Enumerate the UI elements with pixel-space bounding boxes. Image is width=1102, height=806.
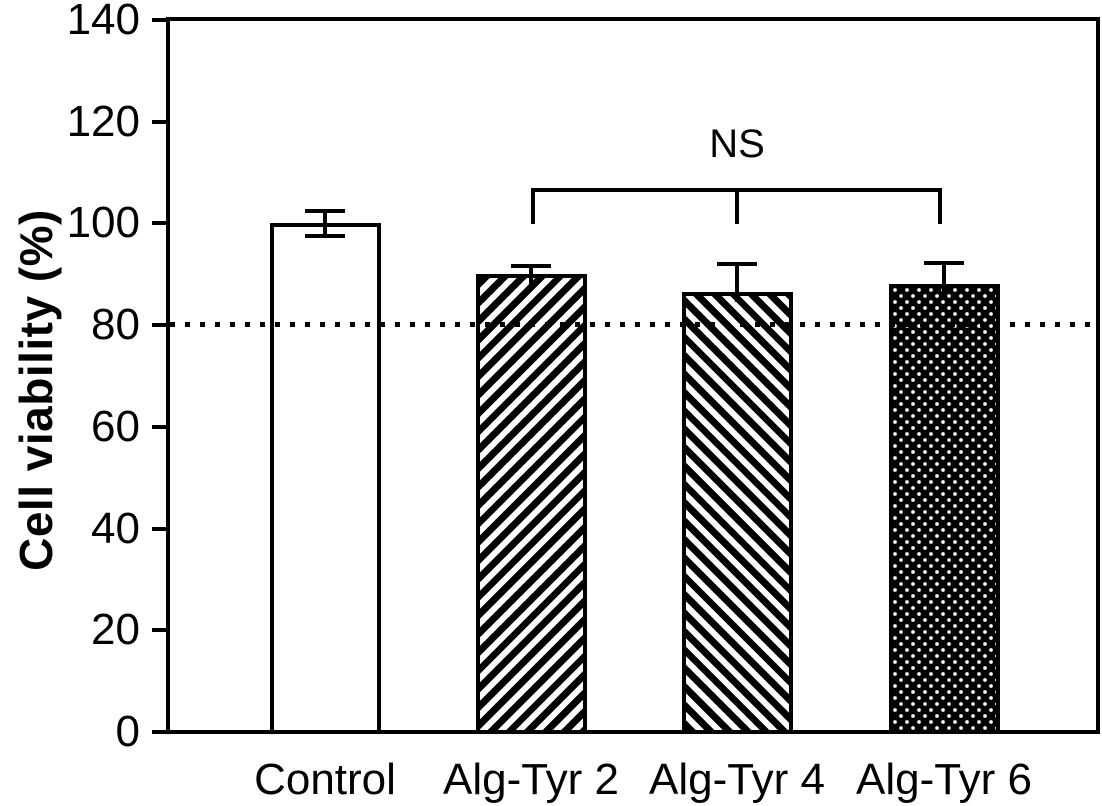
error-cap-upper-control <box>305 209 345 213</box>
x-label-alg-tyr-4: Alg-Tyr 4 <box>648 755 826 804</box>
y-tick-label-40: 40 <box>91 504 140 553</box>
bar-control <box>270 223 381 734</box>
bar-alg-tyr-6 <box>889 284 1000 734</box>
bracket-right <box>938 188 942 224</box>
bracket-left <box>531 188 535 224</box>
y-tick-label-20: 20 <box>91 605 140 654</box>
y-tick-label-120: 120 <box>66 97 140 146</box>
y-tick-20 <box>152 628 166 632</box>
y-tick-60 <box>152 425 166 429</box>
y-tick-label-80: 80 <box>91 300 140 349</box>
reference-line-80 <box>170 322 1096 327</box>
x-label-control: Control <box>254 755 396 804</box>
y-tick-label-0: 0 <box>115 707 140 756</box>
y-tick-140 <box>152 18 166 22</box>
bar-alg-tyr-4 <box>682 292 793 734</box>
x-label-alg-tyr-2: Alg-Tyr 2 <box>442 755 620 804</box>
ns-annotation: NS <box>709 122 765 166</box>
error-cap-upper-alg-tyr-2 <box>511 264 551 268</box>
error-cap-upper-alg-tyr-4 <box>717 262 757 266</box>
y-tick-label-100: 100 <box>66 198 140 247</box>
y-tick-80 <box>152 323 166 327</box>
bar-alg-tyr-2 <box>476 274 587 734</box>
y-tick-120 <box>152 120 166 124</box>
error-cap-upper-alg-tyr-6 <box>924 261 964 265</box>
bracket-mid-tick <box>735 188 739 224</box>
y-tick-label-60: 60 <box>91 402 140 451</box>
error-whisker-alg-tyr-2 <box>529 266 533 284</box>
error-whisker-control <box>323 211 327 236</box>
y-tick-0 <box>152 730 166 734</box>
x-label-alg-tyr-6: Alg-Tyr 6 <box>855 755 1033 804</box>
error-whisker-alg-tyr-4 <box>735 264 739 302</box>
error-cap-lower-control <box>305 234 345 238</box>
y-tick-100 <box>152 221 166 225</box>
y-tick-40 <box>152 527 166 531</box>
y-tick-label-140: 140 <box>66 0 140 44</box>
error-whisker-alg-tyr-6 <box>942 263 946 294</box>
